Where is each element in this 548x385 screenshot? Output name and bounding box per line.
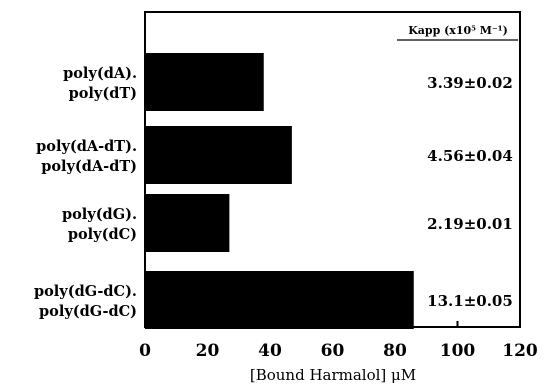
bar-1 bbox=[145, 126, 292, 184]
kapp-value-2: 2.19±0.01 bbox=[427, 215, 513, 233]
category-label-2-line-0: poly(dG). bbox=[62, 206, 137, 223]
bar-0 bbox=[145, 53, 264, 111]
kapp-value-0: 3.39±0.02 bbox=[427, 74, 513, 92]
kapp-header: Kapp (x10⁵ M⁻¹) bbox=[408, 24, 508, 37]
category-label-0-line-0: poly(dA). bbox=[63, 65, 137, 82]
x-tick-label-1: 20 bbox=[196, 341, 220, 361]
category-label-0-line-1: poly(dT) bbox=[69, 85, 137, 102]
bars-group bbox=[145, 53, 414, 329]
category-label-1-line-0: poly(dA-dT). bbox=[36, 138, 137, 155]
bar-2 bbox=[145, 194, 230, 252]
x-tick-label-6: 120 bbox=[502, 341, 538, 361]
x-axis-title: [Bound Harmalol] μM bbox=[250, 366, 416, 384]
kapp-value-3: 13.1±0.05 bbox=[427, 292, 513, 310]
x-ticks-group: 0 20 40 60 80 100 120 bbox=[139, 321, 538, 361]
category-label-2-line-1: poly(dC) bbox=[68, 226, 137, 243]
x-tick-label-3: 60 bbox=[321, 341, 345, 361]
category-label-1-line-1: poly(dA-dT) bbox=[41, 158, 137, 175]
kapp-values-group: 3.39±0.02 4.56±0.04 2.19±0.01 13.1±0.05 bbox=[427, 74, 513, 310]
category-label-3-line-0: poly(dG-dC). bbox=[34, 283, 137, 300]
x-tick-label-5: 100 bbox=[440, 341, 476, 361]
category-label-3-line-1: poly(dG-dC) bbox=[39, 303, 137, 320]
x-tick-label-0: 0 bbox=[139, 341, 151, 361]
kapp-value-1: 4.56±0.04 bbox=[427, 147, 513, 165]
x-tick-label-2: 40 bbox=[258, 341, 282, 361]
category-labels-group: poly(dA). poly(dT) poly(dA-dT). poly(dA-dT)… bbox=[34, 65, 137, 320]
bar-3 bbox=[145, 271, 414, 329]
x-tick-label-4: 80 bbox=[383, 341, 407, 361]
